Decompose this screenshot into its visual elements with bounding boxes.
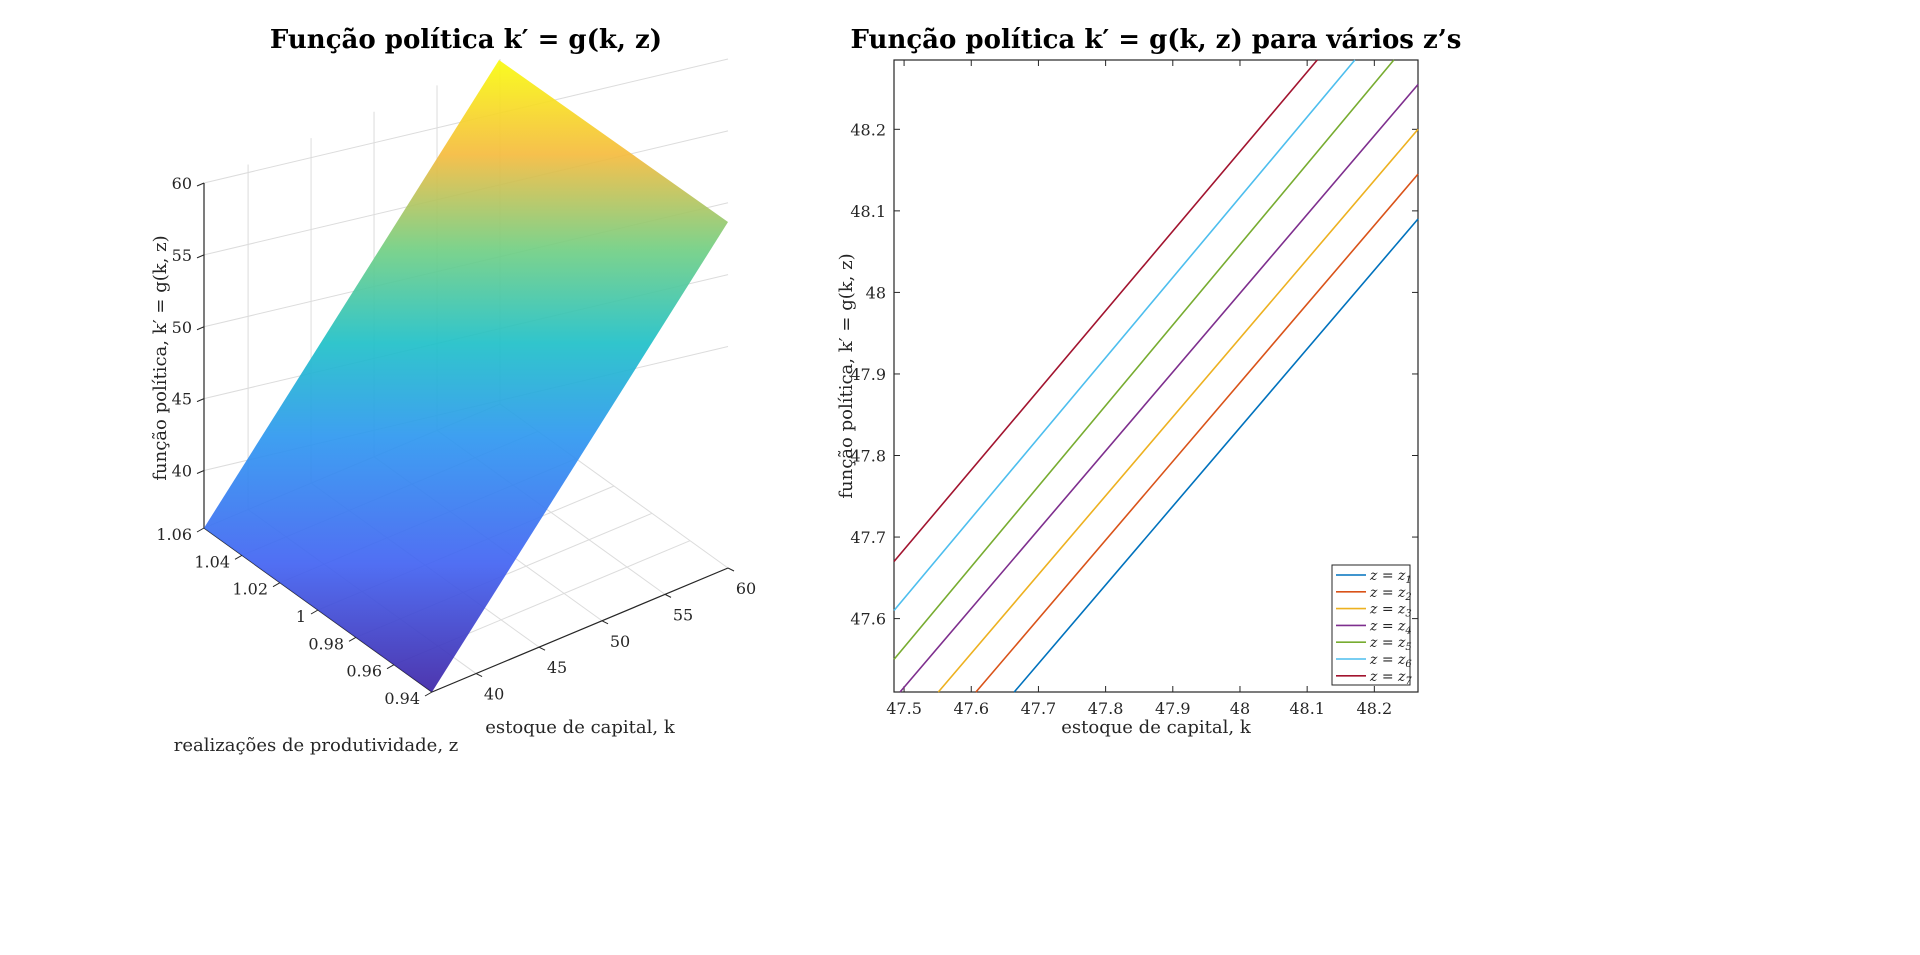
y-tick (386, 664, 395, 670)
y-tick-label: 47.8 (850, 447, 886, 466)
legend-box (1331, 564, 1411, 686)
y-tick-label: 48.2 (850, 120, 886, 139)
series-line-z1 (1013, 218, 1419, 693)
surface-ylabel: realizações de produtividade, z (174, 735, 459, 756)
y-tick-label: 47.6 (850, 610, 886, 629)
y-tick-label: 1.04 (194, 552, 230, 571)
z-tick-label: 50 (172, 318, 192, 337)
y-tick-label: 0.98 (308, 634, 344, 653)
y-tick-label: 48.1 (850, 202, 886, 221)
x-tick-label: 48.2 (1357, 699, 1393, 718)
x-tick-label: 50 (610, 632, 630, 651)
plot-area (893, 59, 1419, 693)
y-tick-label: 47.9 (850, 365, 886, 384)
z-tick (196, 470, 205, 474)
z-tick-label: 40 (172, 462, 192, 481)
y-tick (272, 582, 281, 588)
surface-zlabel: função política, k′ = g(k, z) (150, 235, 171, 480)
y-tick-label: 0.96 (346, 662, 382, 681)
x-tick-label: 48 (1230, 699, 1250, 718)
x-tick (475, 673, 483, 677)
y-tick-label: 1.06 (156, 525, 192, 544)
series-line-z5 (893, 59, 1395, 660)
x-tick (727, 567, 735, 572)
legend-label: z = z5 (1369, 635, 1412, 653)
x-tick-label: 48.1 (1289, 699, 1325, 718)
line-chart: Função política k′ = g(k, z) para vários… (836, 25, 1461, 738)
line-xlabel: estoque de capital, k (1061, 717, 1252, 738)
y-tick (234, 554, 243, 560)
legend-label: z = z6 (1369, 652, 1412, 670)
x-tick (538, 646, 546, 651)
surface-chart: Função política k′ = g(k, z) 40 45 50 55 60 0… (150, 25, 756, 756)
y-tick-label: 0.94 (384, 689, 420, 708)
z-tick (196, 326, 205, 331)
policy-surface (204, 60, 728, 692)
line-chart-title: Função política k′ = g(k, z) para vários… (851, 25, 1462, 55)
x-axis-line (431, 567, 729, 693)
z-tick-label: 55 (172, 246, 192, 265)
series-line-z6 (893, 59, 1356, 611)
y-tick-label: 47.7 (850, 528, 886, 547)
legend-label: z = z7 (1369, 669, 1412, 687)
z-tick (196, 254, 205, 259)
y-tick (348, 636, 357, 642)
x-tick-label: 47.7 (1021, 699, 1057, 718)
legend: z = z1z = z2z = z3z = z4z = z5z = z6z = … (1331, 564, 1412, 687)
y-tick-label: 1.02 (232, 580, 268, 599)
y-tick-label: 1 (296, 607, 306, 626)
legend-items: z = z1z = z2z = z3z = z4z = z5z = z6z = … (1336, 568, 1412, 687)
x-tick-label: 60 (736, 579, 756, 598)
x-tick-label: 47.6 (953, 699, 989, 718)
series-line-z3 (937, 128, 1419, 693)
z-tick (196, 182, 205, 187)
y-tick (196, 527, 205, 533)
line-ylabel: função política, k′ = g(k, z) (836, 253, 857, 498)
z-tick-label: 60 (172, 174, 192, 193)
surface-ticks: 40 45 50 55 60 0.940.960.981 1.021.041.06 40 45 5… (156, 174, 756, 708)
x-tick-label: 40 (484, 685, 504, 704)
series-line-z2 (975, 173, 1419, 693)
y-tick (424, 691, 433, 697)
legend-label: z = z3 (1369, 602, 1412, 620)
y-tick (310, 609, 319, 615)
line-chart-series (893, 59, 1419, 693)
legend-label: z = z1 (1369, 568, 1412, 586)
x-tick (664, 593, 672, 598)
x-tick-label: 47.8 (1088, 699, 1124, 718)
legend-label: z = z4 (1369, 618, 1412, 636)
series-line-z7 (893, 59, 1318, 563)
surface-xlabel: estoque de capital, k (485, 717, 676, 738)
y-tick-label: 48 (866, 283, 886, 302)
x-tick (601, 620, 609, 625)
x-tick-label: 47.5 (886, 699, 922, 718)
surface-chart-title: Função política k′ = g(k, z) (270, 25, 662, 55)
x-tick-label: 45 (547, 658, 567, 677)
series-line-z4 (899, 83, 1419, 693)
x-tick-label: 47.9 (1155, 699, 1191, 718)
x-tick-label: 55 (673, 605, 693, 624)
z-tick (196, 398, 205, 403)
line-chart-ticks: 47.5 47.6 47.7 47.8 47.9 48 48.1 48.2 47.6 47.7 47… (850, 60, 1418, 718)
z-tick-label: 45 (172, 390, 192, 409)
legend-label: z = z2 (1369, 585, 1412, 603)
